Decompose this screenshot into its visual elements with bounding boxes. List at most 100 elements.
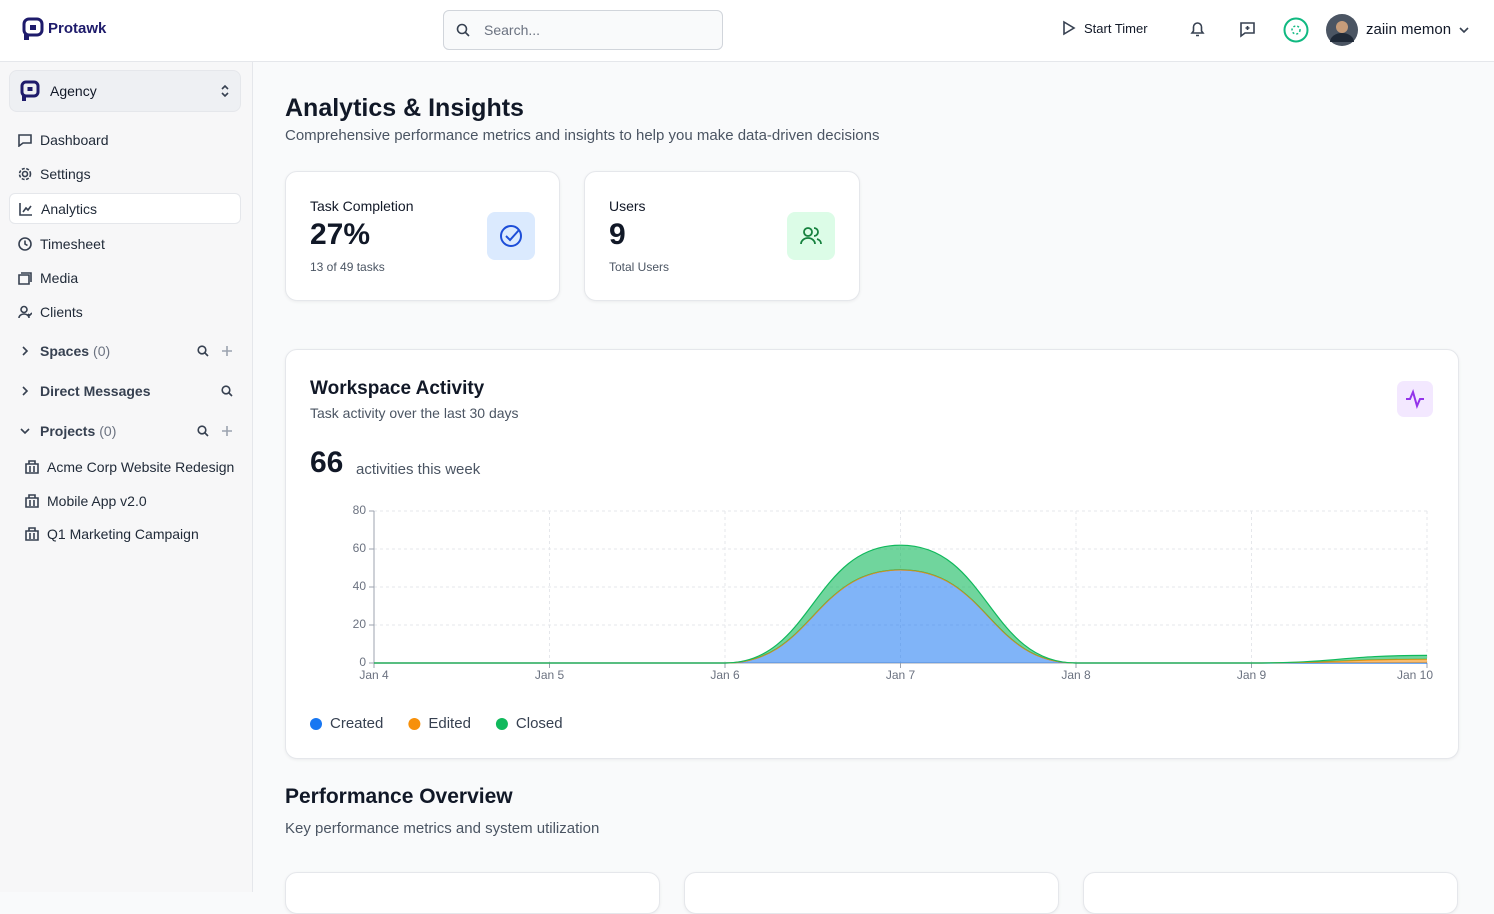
workspace-name: Agency: [50, 83, 97, 99]
project-item[interactable]: Acme Corp Website Redesign: [17, 451, 249, 482]
stat-label: Users: [609, 198, 646, 214]
user-name: zaiin memon: [1366, 21, 1452, 38]
x-tick-label: Jan 6: [710, 668, 740, 682]
chevron: [22, 385, 29, 396]
activity-total: 66: [310, 446, 344, 479]
activity-icon: [1397, 381, 1433, 417]
start-timer-label: Start Timer: [1084, 20, 1148, 36]
y-tick-label: 80: [353, 503, 367, 517]
stat-card: Users 9 Total Users: [584, 171, 860, 301]
search-icon[interactable]: [197, 425, 209, 437]
card-subtitle: Task activity over the last 30 days: [310, 405, 519, 421]
y-tick-label: 40: [353, 579, 367, 593]
card-title: Workspace Activity: [310, 378, 485, 399]
avatar[interactable]: [1326, 14, 1358, 46]
search-icon[interactable]: [221, 385, 233, 397]
search-icon[interactable]: [197, 345, 209, 357]
nav-label: Timesheet: [40, 235, 105, 252]
x-tick-label: Jan 7: [886, 668, 916, 682]
activity-total-label: activities this week: [356, 461, 481, 478]
x-tick-label: Jan 8: [1061, 668, 1091, 682]
user-menu[interactable]: zaiin memon: [1366, 21, 1469, 38]
stat-card: Task Completion 27% 13 of 49 tasks: [285, 171, 560, 301]
spaces-section[interactable]: Spaces (0): [9, 335, 241, 366]
project-name: Mobile App v2.0: [47, 492, 147, 509]
stat-value: 9: [609, 218, 626, 251]
section-count: (0): [93, 342, 111, 359]
brand: Protawk: [48, 20, 107, 37]
nav-label: Clients: [40, 303, 83, 320]
stat-icon: [487, 212, 535, 260]
nav-label: Dashboard: [40, 131, 109, 148]
page-title: Analytics & Insights: [285, 94, 524, 122]
nav-label: Analytics: [41, 200, 98, 217]
chevron: [1459, 26, 1469, 33]
area: [374, 569, 1427, 663]
nav-item[interactable]: Media: [9, 262, 241, 293]
section-title: Performance Overview: [285, 785, 513, 808]
x-tick-label: Jan 9: [1237, 668, 1267, 682]
nav-label: Settings: [40, 165, 91, 182]
y-tick-label: 0: [359, 655, 366, 669]
logo: [22, 17, 44, 40]
legend-label: Edited: [428, 715, 471, 732]
section-subtitle: Key performance metrics and system utili…: [285, 820, 600, 837]
activity-chart: 0 20 40 60 80 Jan 4 Jan 5 Jan 6 Jan 7 Jan 8 Jan 9 J…: [310, 503, 1433, 732]
y-tick-label: 60: [353, 541, 367, 555]
icon: [18, 271, 32, 285]
project-name: Q1 Marketing Campaign: [47, 525, 199, 542]
workspace-switcher[interactable]: Agency: [9, 70, 241, 112]
x-tick-label: Jan 5: [535, 668, 565, 682]
area: [374, 545, 1427, 663]
projects-section[interactable]: Projects (0): [9, 415, 241, 446]
section-label: Spaces: [40, 342, 90, 359]
start-timer[interactable]: Start Timer: [1062, 20, 1148, 36]
icon: [19, 202, 32, 216]
project-item[interactable]: Q1 Marketing Campaign: [17, 518, 249, 549]
nav-item-active[interactable]: Analytics: [9, 193, 241, 224]
icon: [18, 305, 32, 318]
page-subtitle: Comprehensive performance metrics and in…: [285, 127, 880, 144]
messages[interactable]: [1239, 21, 1256, 38]
nav-item[interactable]: Dashboard: [9, 124, 241, 155]
legend-marker: [310, 718, 322, 730]
section-count: (0): [99, 422, 117, 439]
stat-note: 13 of 49 tasks: [310, 260, 385, 274]
area-line: [374, 544, 1428, 664]
switch-icon: [221, 84, 229, 98]
icon: [25, 459, 39, 474]
y-tick-label: 20: [353, 617, 367, 631]
icon: [18, 167, 32, 180]
x-tick-label: Jan 10: [1397, 668, 1433, 682]
project-name: Acme Corp Website Redesign: [47, 458, 235, 475]
nav-item[interactable]: Settings: [9, 158, 241, 189]
search-placeholder: Search...: [484, 22, 541, 38]
nav-label: Media: [40, 269, 79, 286]
legend-label: Closed: [516, 715, 563, 732]
stat-label: Task Completion: [310, 198, 414, 214]
add-icon[interactable]: [221, 425, 233, 437]
notifications[interactable]: [1189, 21, 1206, 38]
icon: [25, 493, 39, 508]
project-item[interactable]: Mobile App v2.0: [17, 485, 249, 516]
section-label: Projects: [40, 422, 96, 439]
status-icon[interactable]: [1283, 17, 1309, 43]
x-tick-label: Jan 4: [359, 668, 389, 682]
stat-icon: [787, 212, 835, 260]
stat-value: 27%: [310, 218, 371, 251]
search-box[interactable]: Search...: [443, 10, 723, 50]
workspace-logo: [20, 80, 40, 101]
legend-label: Created: [330, 715, 383, 732]
stat-note: Total Users: [609, 260, 670, 274]
nav-item[interactable]: Timesheet: [9, 228, 241, 259]
section-label: Direct Messages: [40, 382, 151, 399]
icon: [18, 133, 32, 147]
dm-section[interactable]: Direct Messages: [9, 375, 241, 406]
add-icon[interactable]: [221, 345, 233, 357]
play-icon: [1063, 20, 1076, 36]
header: Protawk Search... Start Timer zaiin memo…: [0, 0, 1494, 62]
search-icon: [456, 23, 470, 37]
icon: [25, 526, 39, 541]
nav-item[interactable]: Clients: [9, 296, 241, 327]
